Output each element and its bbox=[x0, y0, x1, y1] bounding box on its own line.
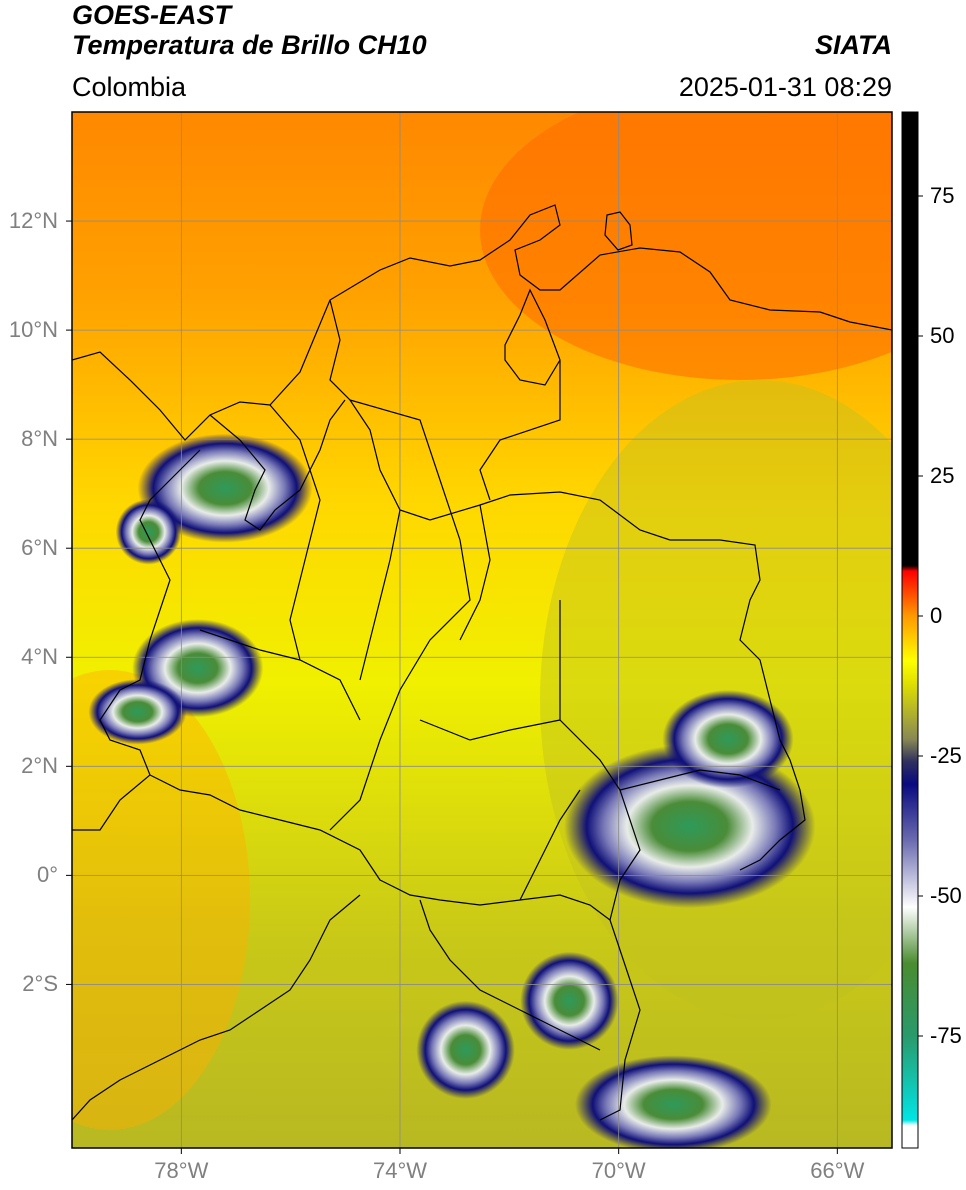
map-border bbox=[71, 111, 893, 1149]
region-label: Colombia bbox=[72, 72, 187, 102]
lat-tick-label: 12°N bbox=[8, 208, 58, 234]
lon-tick-label: 66°W bbox=[810, 1158, 865, 1183]
lat-tick-label: 2°N bbox=[21, 753, 58, 779]
colorbar-tick-label: -75 bbox=[930, 1023, 962, 1048]
colorbar-tick-label: 0 bbox=[930, 603, 943, 628]
cloud-system-1 bbox=[115, 499, 182, 565]
cloud-system-4 bbox=[564, 744, 816, 909]
lat-tick-label: 6°N bbox=[21, 535, 58, 561]
cloud-system-8 bbox=[574, 1055, 772, 1148]
cloud-systems bbox=[88, 433, 816, 1148]
lat-tick-label: 8°N bbox=[21, 426, 58, 452]
map-frame bbox=[72, 112, 892, 1148]
latitude-ticks bbox=[66, 220, 72, 985]
colorbar bbox=[901, 111, 923, 1149]
agency-label: SIATA bbox=[815, 30, 892, 60]
colorbar-tick-label: 50 bbox=[930, 323, 955, 348]
title-line-2: Temperatura de Brillo CH10 bbox=[72, 30, 427, 60]
lon-tick-label: 74°W bbox=[372, 1158, 428, 1183]
warm-region-pacific bbox=[72, 670, 250, 1130]
timestamp-label: 2025-01-31 08:29 bbox=[678, 72, 892, 102]
colorbar-tick-label: -25 bbox=[930, 743, 962, 768]
lat-tick-label: 2°S bbox=[22, 971, 58, 997]
cloud-system-7 bbox=[416, 1000, 515, 1099]
longitude-ticks bbox=[180, 1148, 838, 1154]
colorbar-tick-label: 25 bbox=[930, 463, 955, 488]
lat-tick-label: 4°N bbox=[21, 644, 58, 670]
cloud-system-6 bbox=[520, 951, 619, 1050]
coastlines-borders bbox=[72, 204, 892, 1121]
lon-tick-label: 78°W bbox=[154, 1158, 209, 1183]
colorbar-tick-label: 75 bbox=[930, 183, 955, 208]
lat-tick-label: 10°N bbox=[8, 317, 58, 343]
cloud-system-3 bbox=[88, 679, 187, 745]
graticule bbox=[72, 112, 892, 1148]
lat-tick-label: 0° bbox=[36, 862, 58, 888]
lon-tick-label: 70°W bbox=[591, 1158, 646, 1183]
title-line-1: GOES-EAST bbox=[72, 0, 232, 30]
colorbar-tick-label: -50 bbox=[930, 883, 962, 908]
warm-region-caribbean bbox=[480, 112, 892, 380]
cloud-system-5 bbox=[662, 689, 794, 789]
colorbar-ramp bbox=[901, 111, 919, 1149]
